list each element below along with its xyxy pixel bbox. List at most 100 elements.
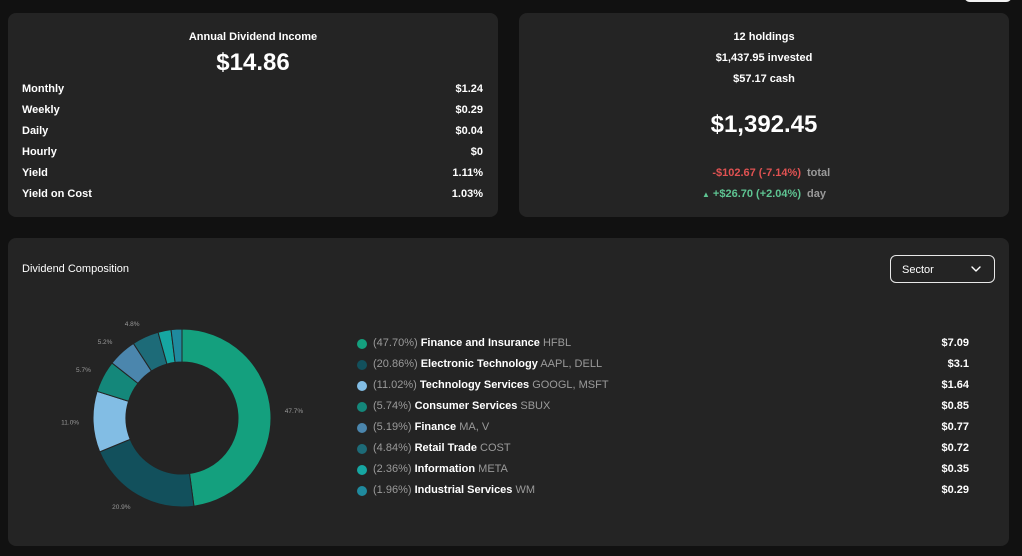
legend-color-dot: [357, 486, 367, 496]
legend-tickers: COST: [480, 442, 511, 454]
legend-percent: (4.84%): [373, 442, 412, 454]
income-row-daily: Daily $0.04: [22, 125, 483, 141]
legend-amount: $7.09: [941, 337, 969, 349]
income-row-monthly: Monthly $1.24: [22, 83, 483, 99]
legend-color-dot: [357, 339, 367, 349]
legend-text: (4.84%) Retail Trade COST: [373, 442, 511, 454]
legend-sector: Consumer Services: [414, 400, 518, 412]
legend-amount: $0.72: [941, 442, 969, 454]
income-row-hourly: Hourly $0: [22, 146, 483, 162]
legend-color-dot: [357, 381, 367, 391]
legend-item: (47.70%) Finance and Insurance HFBL $7.09: [357, 337, 969, 353]
composition-title: Dividend Composition: [22, 263, 129, 275]
legend-sector: Electronic Technology: [420, 358, 538, 370]
legend-amount: $0.29: [941, 484, 969, 496]
legend-text: (1.96%) Industrial Services WM: [373, 484, 535, 496]
legend-item: (11.02%) Technology Services GOOGL, MSFT…: [357, 379, 969, 395]
legend-item: (2.36%) Information META $0.35: [357, 463, 969, 479]
legend-text: (47.70%) Finance and Insurance HFBL: [373, 337, 571, 349]
income-row-yield: Yield 1.11%: [22, 167, 483, 183]
legend-item: (1.96%) Industrial Services WM $0.29: [357, 484, 969, 500]
annual-income-value: $14.86: [216, 49, 290, 76]
legend-text: (20.86%) Electronic Technology AAPL, DEL…: [373, 358, 602, 370]
income-row-label: Monthly: [22, 83, 65, 95]
legend-text: (2.36%) Information META: [373, 463, 508, 475]
income-row-value: $0.29: [455, 104, 483, 116]
legend-sector: Finance: [414, 421, 457, 433]
day-change-label: day: [807, 188, 826, 200]
income-row-weekly: Weekly $0.29: [22, 104, 483, 120]
legend-color-dot: [357, 360, 367, 370]
legend-item: (20.86%) Electronic Technology AAPL, DEL…: [357, 358, 969, 374]
income-row-label: Yield on Cost: [22, 188, 92, 200]
legend-percent: (5.74%): [373, 400, 412, 412]
group-by-value: Sector: [902, 264, 934, 276]
donut-data-label: 20.9%: [112, 504, 131, 511]
total-change-label: total: [807, 167, 831, 179]
legend-text: (5.74%) Consumer Services SBUX: [373, 400, 550, 412]
legend-tickers: AAPL, DELL: [540, 358, 603, 370]
cash-amount: $57.17 cash: [733, 73, 795, 85]
legend-percent: (11.02%): [373, 379, 417, 391]
legend-sector: Information: [414, 463, 476, 475]
legend-item: (5.74%) Consumer Services SBUX $0.85: [357, 400, 969, 416]
legend-amount: $1.64: [941, 379, 969, 391]
legend-amount: $3.1: [947, 358, 969, 370]
legend-text: (11.02%) Technology Services GOOGL, MSFT: [373, 379, 609, 391]
legend-percent: (2.36%): [373, 463, 412, 475]
legend-item: (4.84%) Retail Trade COST $0.72: [357, 442, 969, 458]
legend-tickers: WM: [515, 484, 536, 496]
donut-slice[interactable]: [99, 438, 195, 508]
legend-tickers: HFBL: [542, 337, 572, 349]
legend-tickers: META: [478, 463, 508, 475]
legend-sector: Finance and Insurance: [420, 337, 540, 349]
donut-slice[interactable]: [181, 328, 272, 507]
donut-data-label: 11.0%: [61, 419, 79, 426]
donut-data-label: 4.8%: [125, 321, 140, 328]
legend-sector: Retail Trade: [414, 442, 477, 454]
holdings-count: 12 holdings: [733, 31, 795, 43]
income-row-label: Daily: [22, 125, 49, 137]
legend-percent: (5.19%): [373, 421, 412, 433]
legend-item: (5.19%) Finance MA, V $0.77: [357, 421, 969, 437]
income-row-label: Weekly: [22, 104, 60, 116]
donut-data-label: 5.7%: [76, 367, 91, 374]
income-row-value: 1.11%: [452, 167, 483, 179]
portfolio-value: $1,392.45: [710, 111, 818, 138]
holdings-card: 12 holdings $1,437.95 invested $57.17 ca…: [519, 13, 1009, 217]
income-row-value: $0: [470, 146, 483, 158]
legend-amount: $0.77: [941, 421, 969, 433]
invested-amount: $1,437.95 invested: [715, 52, 813, 64]
legend-sector: Industrial Services: [414, 484, 513, 496]
day-change-wrapper: ▲ +$26.70 (+2.04%): [702, 188, 801, 200]
income-row-yield-on-cost: Yield on Cost 1.03%: [22, 188, 483, 204]
total-change-value: -$102.67 (-7.14%): [712, 167, 801, 179]
legend-sector: Technology Services: [419, 379, 530, 391]
income-row-value: $0.04: [455, 125, 483, 137]
group-by-select[interactable]: Sector: [890, 255, 995, 283]
dividend-donut-chart: 47.7% 20.9% 11.0% 5.7% 5.2% 4.8%: [61, 321, 304, 511]
day-change-value: +$26.70 (+2.04%): [712, 188, 801, 200]
chevron-down-icon: [971, 266, 981, 272]
legend-percent: (20.86%): [373, 358, 418, 370]
income-row-label: Yield: [22, 167, 48, 179]
income-row-value: 1.03%: [451, 188, 483, 200]
income-title: Annual Dividend Income: [188, 31, 318, 43]
donut-data-label: 5.2%: [98, 339, 113, 346]
legend-color-dot: [357, 423, 367, 433]
up-triangle-icon: ▲: [702, 190, 710, 199]
income-row-value: $1.24: [455, 83, 483, 95]
dividend-income-card: Annual Dividend Income $14.86 Monthly $1…: [8, 13, 498, 217]
top-right-button[interactable]: [964, 0, 1012, 2]
legend-tickers: MA, V: [459, 421, 490, 433]
legend-color-dot: [357, 444, 367, 454]
dividend-composition-card: Dividend Composition Sector 47.7% 20.9% 11…: [8, 238, 1009, 546]
legend-text: (5.19%) Finance MA, V: [373, 421, 489, 433]
legend-amount: $0.85: [941, 400, 969, 412]
legend-percent: (1.96%): [373, 484, 412, 496]
legend-tickers: GOOGL, MSFT: [532, 379, 609, 391]
legend-color-dot: [357, 402, 367, 412]
legend-color-dot: [357, 465, 367, 475]
donut-slice[interactable]: [170, 328, 183, 363]
donut-data-label: 47.7%: [285, 408, 304, 415]
